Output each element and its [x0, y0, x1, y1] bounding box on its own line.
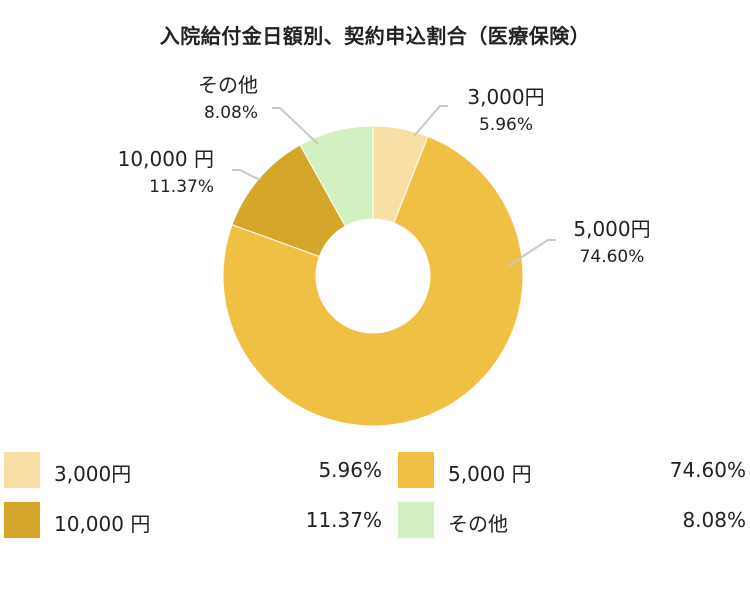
legend-label: その他	[448, 512, 508, 536]
legend-item: その他 8.08%	[398, 502, 746, 538]
slice-label: 10,000 円	[118, 147, 214, 171]
legend-swatch	[398, 452, 434, 488]
slice-label: 5,000円	[573, 217, 650, 241]
legend-value: 74.60%	[669, 458, 746, 482]
legend-swatch	[4, 452, 40, 488]
slice-label: 3,000円	[467, 85, 544, 109]
donut-slice	[299, 125, 374, 227]
legend-label: 3,000円	[54, 462, 132, 486]
legend-swatch	[4, 502, 40, 538]
donut-chart: 3,000円 5.96% 5,000円 74.60% 10,000 円 11.37% その他…	[118, 73, 651, 427]
legend-item: 5,000 円 74.60%	[398, 452, 746, 488]
leader-line	[413, 105, 448, 137]
slice-value-label: 11.37%	[149, 177, 214, 197]
legend-value: 8.08%	[682, 508, 746, 532]
legend-item: 10,000 円 11.37%	[4, 502, 382, 538]
leader-line	[507, 239, 556, 267]
legend-swatch	[398, 502, 434, 538]
legend-label: 5,000 円	[448, 462, 532, 486]
slice-value-label: 5.96%	[479, 115, 533, 135]
chart-title: 入院給付金日額別、契約申込割合（医療保険）	[159, 24, 591, 48]
leader-line	[272, 107, 319, 145]
legend-item: 3,000円 5.96%	[4, 452, 382, 488]
slice-value-label: 8.08%	[204, 103, 258, 123]
legend-label: 10,000 円	[54, 512, 151, 536]
donut-slice	[222, 135, 524, 427]
legend-value: 5.96%	[318, 458, 382, 482]
slice-value-label: 74.60%	[580, 247, 645, 267]
leader-line	[232, 169, 261, 181]
legend-value: 11.37%	[305, 508, 382, 532]
slice-label: その他	[198, 73, 258, 97]
